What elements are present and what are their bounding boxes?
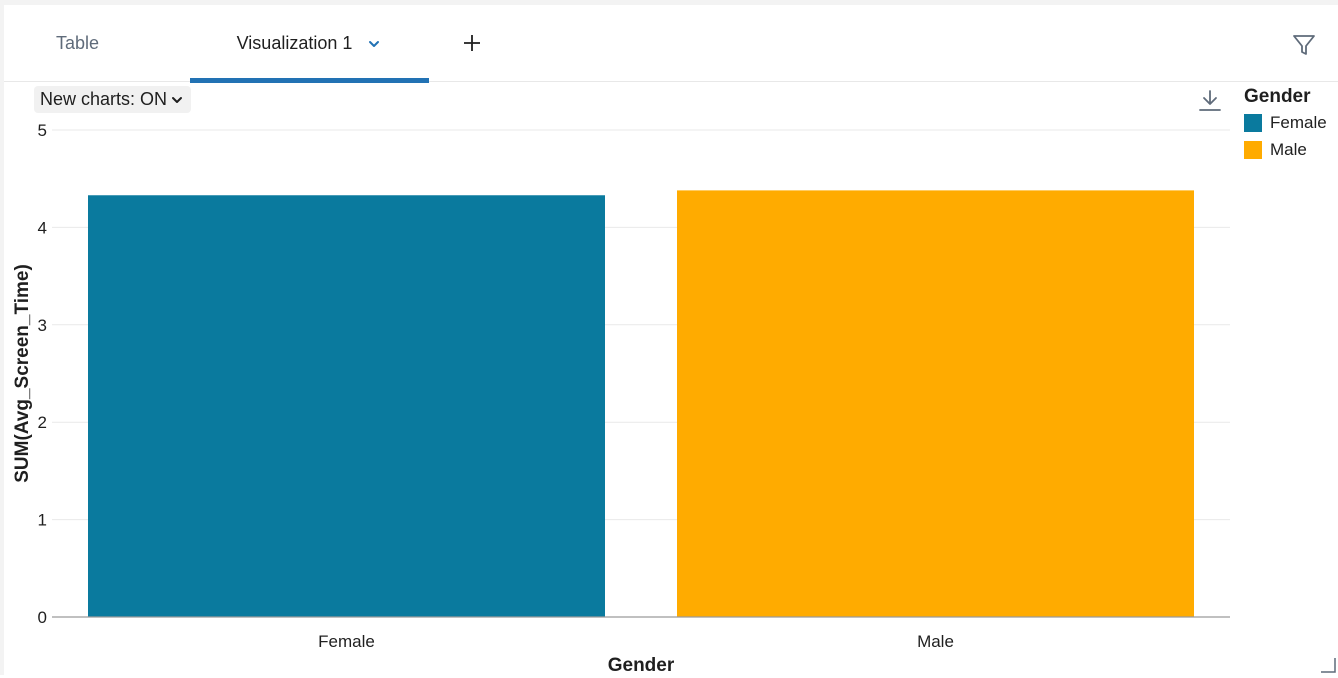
bar-chart: 0 1 2 3 4 5 Female Male Gender SUM(Avg_Screen_Tim… [12, 121, 1230, 675]
window-top-strip [0, 0, 1338, 5]
legend-swatch-female [1244, 114, 1262, 132]
chevron-down-icon [172, 96, 183, 103]
x-axis-title: Gender [608, 655, 675, 675]
active-tab-indicator [190, 78, 429, 83]
plus-icon [464, 35, 480, 51]
legend-label-male: Male [1270, 140, 1307, 159]
y-tick-label: 2 [38, 413, 47, 432]
download-button[interactable] [1197, 88, 1223, 114]
tab-table[interactable]: Table [56, 5, 99, 82]
bar-male [677, 190, 1194, 617]
y-tick-label: 5 [38, 121, 47, 140]
tab-bar: Table Visualization 1 [4, 5, 1338, 83]
legend-item-male[interactable]: Male [1244, 140, 1307, 160]
legend-title: Gender [1244, 86, 1311, 107]
chevron-down-icon[interactable] [366, 36, 382, 52]
tab-visualization-label: Visualization 1 [236, 33, 353, 53]
x-tick-label: Female [318, 632, 375, 651]
window-left-edge [0, 0, 4, 675]
tab-table-label: Table [56, 33, 100, 53]
resize-handle[interactable] [1320, 657, 1336, 673]
new-charts-toggle[interactable]: New charts: ON [34, 86, 192, 113]
new-charts-label: New charts: ON [40, 89, 168, 109]
legend-swatch-male [1244, 141, 1262, 159]
y-tick-label: 1 [38, 511, 47, 530]
add-tab-button[interactable] [456, 27, 488, 59]
legend-label-female: Female [1270, 113, 1327, 132]
bar-female [88, 195, 605, 617]
tab-visualization-1[interactable]: Visualization 1 [190, 5, 429, 83]
download-icon [1199, 90, 1221, 111]
y-tick-label: 4 [38, 218, 47, 237]
y-axis-title: SUM(Avg_Screen_Time) [12, 264, 33, 483]
resize-handle-icon [1321, 658, 1336, 673]
filter-button[interactable] [1290, 31, 1318, 59]
filter-icon [1293, 35, 1315, 55]
y-tick-label: 3 [38, 316, 47, 335]
legend-item-female[interactable]: Female [1244, 113, 1327, 133]
y-tick-label: 0 [38, 608, 47, 627]
x-tick-label: Male [917, 632, 954, 651]
